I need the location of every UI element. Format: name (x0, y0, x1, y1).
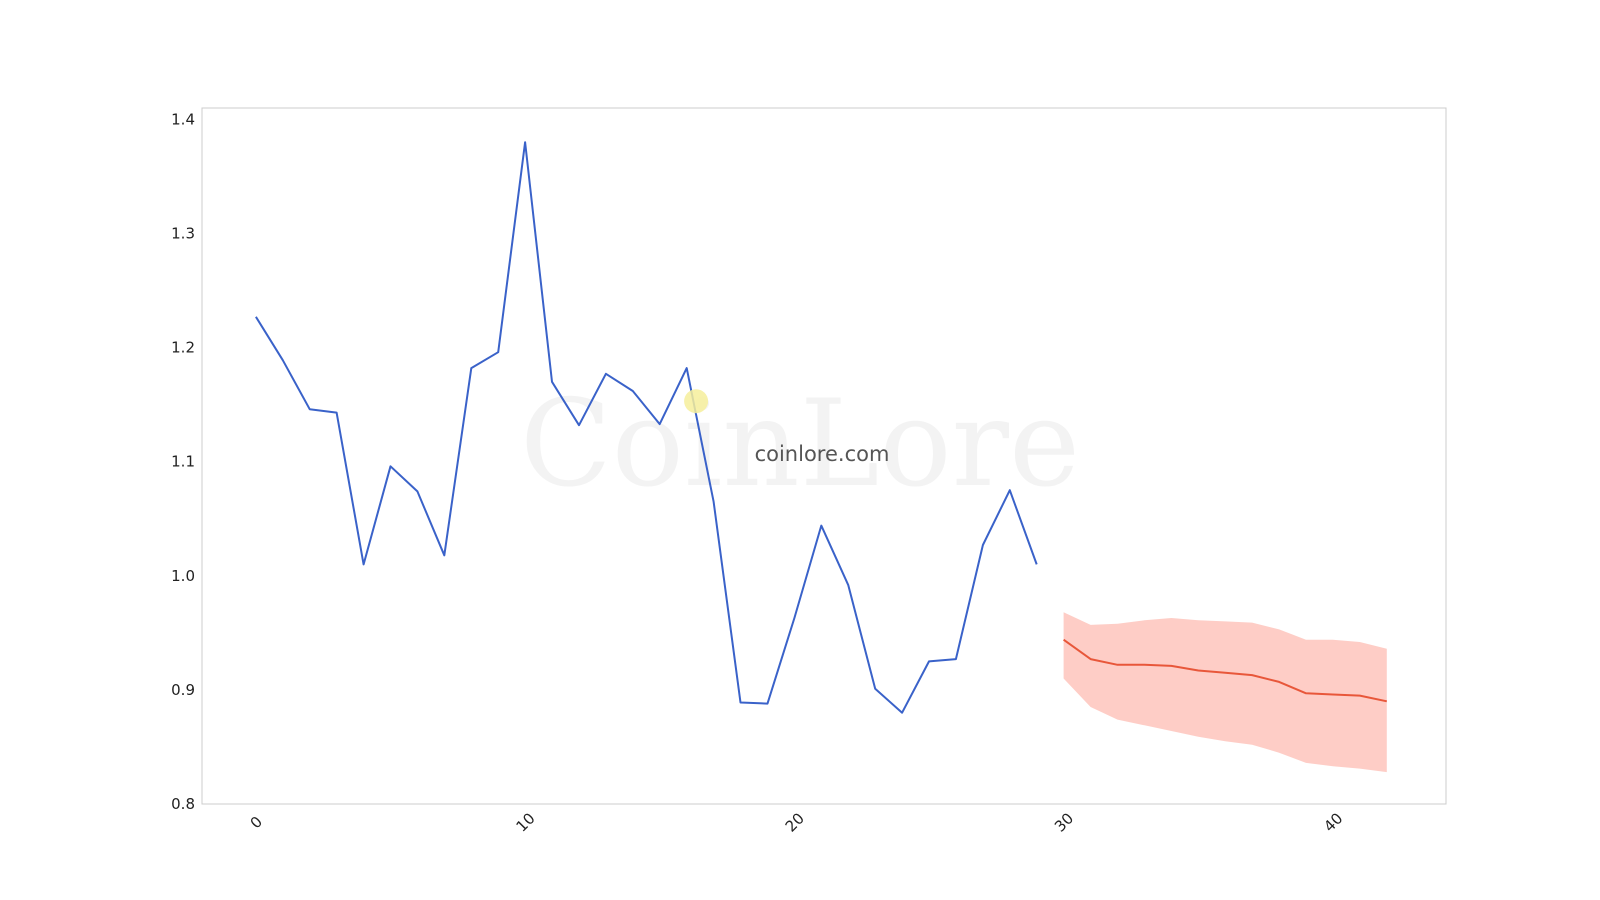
y-tick-label: 0.8 (171, 795, 195, 813)
series-lines-group (255, 141, 1388, 714)
plot-frame (201, 107, 1447, 805)
highlight-marker (684, 389, 709, 414)
forecast-line (1063, 638, 1388, 703)
x-tick-label: 10 (512, 809, 538, 835)
x-tick-label: 0 (247, 813, 266, 832)
y-tick-label: 1.4 (171, 110, 195, 128)
watermark-logo: CoinLore (520, 375, 1080, 514)
forecast-confidence-band (1063, 612, 1387, 773)
x-tick-label: 20 (782, 809, 808, 835)
y-tick-label: 1.1 (171, 453, 195, 471)
forecast-band-group (1063, 612, 1387, 773)
x-axis: 0 10 20 30 40 (247, 809, 1347, 835)
y-tick-label: 0.9 (171, 681, 195, 699)
y-tick-label: 1.2 (171, 339, 195, 357)
x-tick-label: 40 (1320, 809, 1346, 835)
history-line (255, 141, 1038, 714)
y-tick-label: 1.0 (171, 567, 195, 585)
x-tick-label: 30 (1051, 809, 1077, 835)
y-tick-label: 1.3 (171, 225, 195, 243)
y-axis: 0.8 0.9 1.0 1.1 1.2 1.3 1.4 (171, 110, 195, 813)
highlight-marker-group (684, 389, 709, 414)
watermark: CoinLore (520, 375, 1080, 514)
watermark-site: coinlore.com (755, 442, 890, 466)
